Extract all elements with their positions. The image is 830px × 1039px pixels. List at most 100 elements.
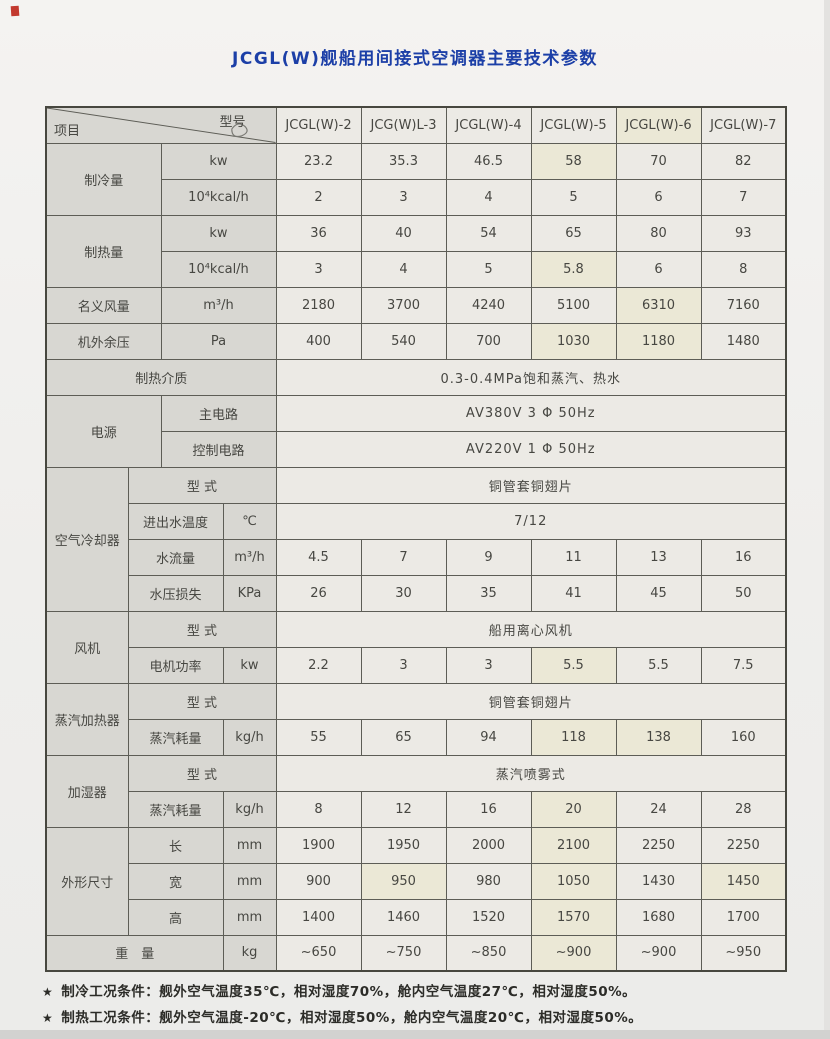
merged-value: 7/12 (275, 502, 787, 540)
sub-label: 水流量 (127, 538, 224, 576)
sub-label: 蒸汽耗量 (127, 790, 224, 828)
unit-label: 10⁴kcal/h (160, 250, 277, 288)
value-cell: ~750 (360, 934, 447, 972)
value-cell: 7.5 (700, 646, 787, 684)
merged-value: AV380V 3 Φ 50Hz (275, 394, 787, 432)
value-cell: 36 (275, 214, 362, 252)
value-cell: 4240 (445, 286, 532, 324)
row-fan-motor-power: 电机功率 kw 2.2 3 3 5.5 5.5 7.5 (46, 646, 787, 684)
footnote-text: 制冷工况条件：舰外空气温度35℃，相对湿度70%，舱内空气温度27℃，相对湿度5… (61, 984, 637, 1000)
row-power-control: 控制电路 AV220V 1 Φ 50Hz (46, 430, 787, 468)
sub-label: 长 (127, 826, 224, 864)
model-header: JCG(W)L-3 (360, 106, 447, 144)
value-cell: 3 (275, 250, 362, 288)
sub-label: 电机功率 (127, 646, 224, 684)
value-cell: 8 (275, 790, 362, 828)
sub-label: 控制电路 (160, 430, 277, 468)
value-cell: 1400 (275, 898, 362, 936)
value-cell: 7 (360, 538, 447, 576)
value-cell: 400 (275, 322, 362, 360)
value-cell: 65 (360, 718, 447, 756)
row-humidifier-steam-consumption: 蒸汽耗量 kg/h 8 12 16 20 24 28 (46, 790, 787, 828)
row-fan-type: 风机 型 式 船用离心风机 (45, 610, 787, 684)
value-cell: 4.5 (275, 538, 362, 576)
merged-value: 船用离心风机 (275, 610, 787, 648)
row-cooler-water-temp: 进出水温度 ℃ 7/12 (46, 502, 787, 540)
model-header: JCGL(W)-5 (530, 106, 617, 144)
value-cell: 2250 (700, 826, 787, 864)
merged-value: 铜管套铜翅片 (275, 466, 787, 504)
value-cell: 5.5 (615, 646, 702, 684)
group-label-power: 电源 (45, 394, 162, 468)
value-cell: 9 (445, 538, 532, 576)
value-cell: 93 (700, 214, 787, 252)
value-cell: 6 (615, 250, 702, 288)
value-cell: 2000 (445, 826, 532, 864)
value-cell: 5 (445, 250, 532, 288)
label-weight: 重 量 (45, 934, 224, 972)
value-cell: 16 (700, 538, 787, 576)
row-cooling-kw: 制冷量 kw 23.2 35.3 46.5 58 70 82 (45, 142, 787, 216)
footnote-cooling-condition: ★ 制冷工况条件：舰外空气温度35℃，相对湿度70%，舱内空气温度27℃，相对湿度… (42, 979, 642, 1005)
model-header: JCGL(W)-7 (700, 106, 787, 144)
model-header: JCGL(W)-2 (275, 106, 362, 144)
unit-label: kw (160, 214, 277, 252)
value-cell: 540 (360, 322, 447, 360)
header-row: 型号 项目 JCGL(W)-2 JCG(W)L-3 JCGL(W)-4 JCGL… (45, 106, 787, 144)
value-cell: 20 (530, 790, 617, 828)
row-cooling-kcal: 10⁴kcal/h 2 3 4 5 6 7 (46, 178, 787, 216)
value-cell: ~900 (615, 934, 702, 972)
scribble-mark (231, 123, 248, 138)
corner-label-model: 型号 (219, 115, 246, 130)
value-cell: 900 (275, 862, 362, 900)
row-dimension-width: 宽 mm 900 950 980 1050 1430 1450 (46, 862, 787, 900)
merged-value: 0.3-0.4MPa饱和蒸汽、热水 (275, 358, 787, 396)
value-cell: 65 (530, 214, 617, 252)
sub-label: 水压损失 (127, 574, 224, 612)
value-cell: 2 (275, 178, 362, 216)
row-cooler-type: 空气冷却器 型 式 铜管套铜翅片 (45, 466, 787, 612)
scan-edge-bottom (0, 1030, 830, 1039)
value-cell: 6310 (615, 286, 702, 324)
merged-value: 铜管套铜翅片 (275, 682, 787, 720)
value-cell: 1460 (360, 898, 447, 936)
value-cell: 5.8 (530, 250, 617, 288)
row-heater-type: 蒸汽加热器 型 式 铜管套铜翅片 (45, 682, 787, 756)
value-cell: 26 (275, 574, 362, 612)
corner-cell: 型号 项目 (45, 106, 277, 144)
unit-label: kw (160, 142, 277, 180)
value-cell: 13 (615, 538, 702, 576)
value-cell: 7 (700, 178, 787, 216)
unit-label: Pa (160, 322, 277, 360)
sub-label: 高 (127, 898, 224, 936)
unit-label: 10⁴kcal/h (160, 178, 277, 216)
value-cell: 2.2 (275, 646, 362, 684)
value-cell: 30 (360, 574, 447, 612)
group-label-static-pressure: 机外余压 (45, 322, 162, 360)
value-cell: ~650 (275, 934, 362, 972)
merged-value: AV220V 1 Φ 50Hz (275, 430, 787, 468)
value-cell: 55 (275, 718, 362, 756)
sub-label: 型 式 (127, 466, 277, 504)
value-cell: 950 (360, 862, 447, 900)
value-cell: 4 (360, 250, 447, 288)
value-cell: 3 (445, 646, 532, 684)
corner-label-item: 项目 (54, 123, 81, 139)
group-label-airflow: 名义风量 (45, 286, 162, 324)
value-cell: 3700 (360, 286, 447, 324)
value-cell: 16 (445, 790, 532, 828)
sub-label: 蒸汽耗量 (127, 718, 224, 756)
label-heating-medium: 制热介质 (45, 358, 277, 396)
row-dimension-length: 外形尺寸 长 mm 1900 1950 2000 2100 2250 2250 (45, 826, 787, 936)
value-cell: 82 (700, 142, 787, 180)
footnote-heating-condition: ★ 制热工况条件：舰外空气温度-20℃，相对湿度50%，舱内空气温度20℃，相对湿… (42, 1005, 642, 1031)
value-cell: 2180 (275, 286, 362, 324)
spec-table: 型号 项目 JCGL(W)-2 JCG(W)L-3 JCGL(W)-4 JCGL… (45, 106, 787, 972)
value-cell: 1480 (700, 322, 787, 360)
value-cell: 12 (360, 790, 447, 828)
value-cell: 40 (360, 214, 447, 252)
value-cell: 50 (700, 574, 787, 612)
value-cell: 80 (615, 214, 702, 252)
group-label-cooling: 制冷量 (45, 142, 162, 216)
footnotes: ★ 制冷工况条件：舰外空气温度35℃，相对湿度70%，舱内空气温度27℃，相对湿度… (42, 979, 642, 1031)
